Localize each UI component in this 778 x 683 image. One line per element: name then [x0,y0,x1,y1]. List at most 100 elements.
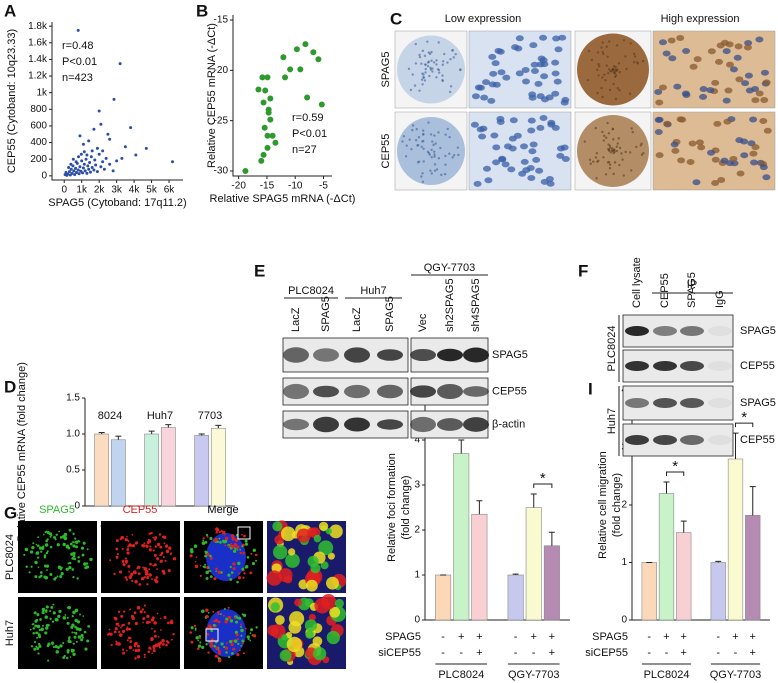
tissue-speck [410,148,413,151]
signal-dot [220,529,223,533]
signal-dot [71,631,74,634]
point [259,74,266,81]
signal-dot [113,572,116,576]
signal-dot [54,617,59,622]
signal-dot [240,645,242,647]
point [73,173,77,177]
signal-dot [82,615,85,617]
signal-dot [133,644,137,648]
condition-value: - [441,631,445,643]
y-tick-label: 1.5 [66,393,80,404]
cell-nucleus [740,152,749,159]
condition-value: - [665,647,669,659]
point [280,54,287,61]
ip-label: IP [687,279,697,291]
tissue-speck [594,126,598,130]
x-tick-label: 1k [76,185,88,196]
zoom-blob [310,563,321,574]
cell-nucleus [527,175,536,182]
tissue-speck [417,160,421,163]
signal-dot [232,549,237,553]
signal-dot [232,647,236,651]
signal-dot [172,633,175,636]
tissue-speck [451,49,454,52]
blot-band [625,361,649,371]
point [101,160,105,164]
y-tick-label: 800 [30,104,47,115]
blot-band [283,347,309,363]
cell-nucleus [736,170,745,177]
signal-dot [236,580,239,584]
blot-band [283,383,309,400]
blot-band [708,326,732,336]
signal-dot [204,540,208,544]
tissue-speck [443,52,446,56]
cell-nucleus [482,165,491,172]
zoom-blob [274,534,284,545]
tissue-speck [617,62,621,65]
tissue-speck [601,130,604,134]
point [118,62,122,66]
signal-dot [68,561,72,565]
signal-dot [67,546,71,550]
cell-nucleus [760,96,769,103]
signal-dot [237,576,242,580]
signal-dot [72,575,75,579]
signal-dot [154,545,157,548]
signal-dot [136,655,141,659]
tissue-speck [459,68,462,72]
signal-dot [124,538,128,541]
y-tick-label: 1.6k [28,37,48,48]
signal-dot [128,543,132,547]
point [302,41,309,48]
lane-label: LacZ [290,307,302,332]
condition-value: - [459,647,463,659]
condition-value: - [441,647,445,659]
tissue-speck [424,71,427,74]
signal-dot [206,552,210,557]
cell-nucleus [539,34,548,41]
signal-dot [151,627,153,630]
signal-dot [162,555,165,559]
signal-dot [220,571,223,574]
tissue-speck [426,61,430,64]
blot-band [708,361,732,371]
signal-dot [119,570,123,574]
significance-bracket [735,422,754,428]
tissue-speck [424,67,427,71]
signal-dot [242,551,246,555]
point [67,170,71,174]
point [264,144,271,151]
zoom-blob [314,597,331,614]
signal-dot [133,642,138,646]
signal-dot [41,610,45,615]
cell-nucleus [532,156,541,163]
tissue-speck [617,137,620,140]
tissue-speck [605,136,608,139]
tissue-speck [609,151,613,154]
cell-nucleus [560,144,569,151]
point [89,155,93,159]
zoom-box [205,628,219,642]
y-axis-title: Relative CEP55 mRNA (fold change) [16,362,28,542]
signal-dot [127,545,130,548]
column-label: Low expression [445,13,521,25]
cell-nucleus [735,76,744,83]
signal-dot [83,630,87,634]
y-tick-label: 1.4k [28,54,48,65]
signal-dot [163,542,166,545]
zoom-blob [326,576,339,590]
cell-nucleus [725,41,734,48]
point [80,159,84,163]
signal-dot [24,547,29,552]
significance-label: * [540,470,546,487]
tissue-frame [468,111,572,191]
signal-dot [146,614,150,619]
signal-dot [247,637,250,641]
tissue-speck [618,88,621,92]
tissue-speck [448,135,451,139]
tissue-speck [420,62,423,65]
cell-nucleus [498,156,507,163]
point [264,74,271,81]
